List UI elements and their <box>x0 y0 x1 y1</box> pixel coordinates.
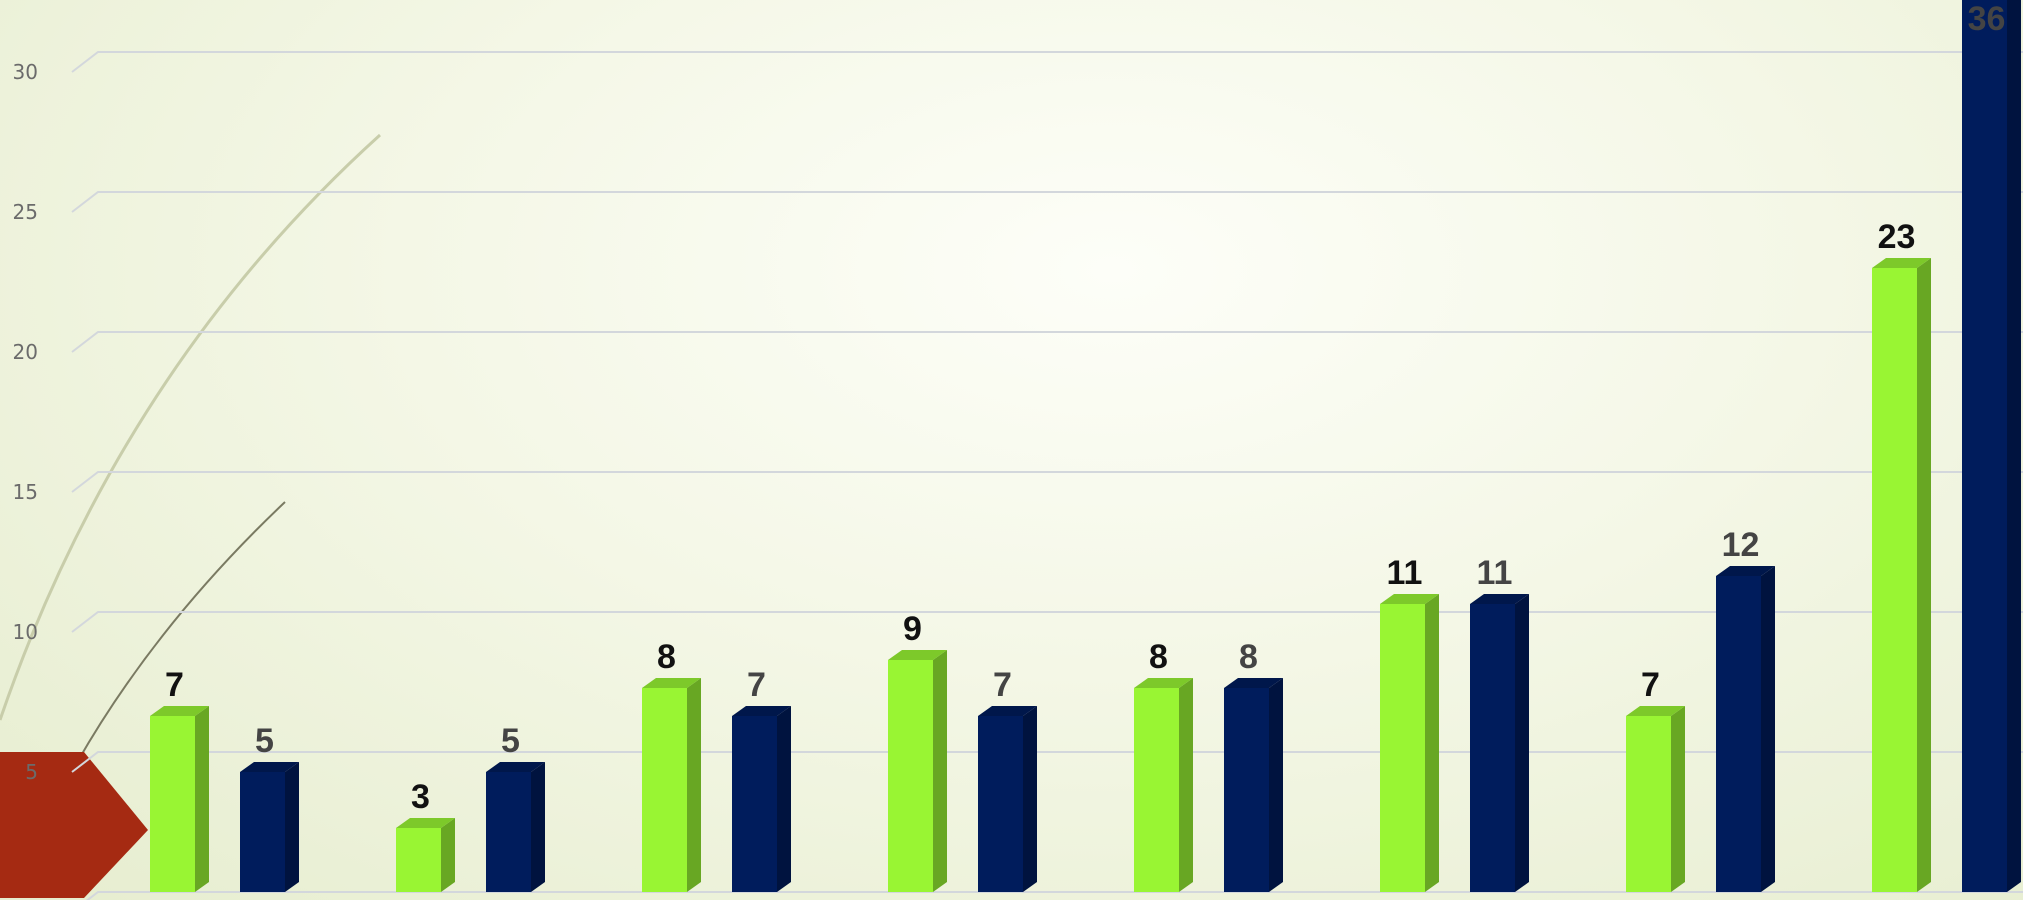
bar-front <box>1872 268 1917 892</box>
bar <box>150 706 209 892</box>
bar-side <box>1269 678 1283 892</box>
bar-side <box>195 706 209 892</box>
y-axis-ticks: 051015202530 <box>13 60 38 784</box>
bar-top <box>396 818 455 828</box>
bar <box>1380 594 1439 892</box>
data-label: 23 <box>1878 218 1916 256</box>
bar-top <box>642 678 701 688</box>
bar-side <box>777 706 791 892</box>
bar-front <box>1470 604 1515 892</box>
gridline <box>85 891 2023 900</box>
decorative-red-chevron <box>0 752 148 898</box>
data-label: 7 <box>747 666 766 704</box>
bar-top <box>978 706 1037 716</box>
data-label: 8 <box>1239 638 1258 676</box>
bar-side <box>285 762 299 892</box>
bar-front <box>1716 576 1761 892</box>
bar-front <box>1380 604 1425 892</box>
bar-side <box>1023 706 1037 892</box>
bar-side <box>1515 594 1529 892</box>
data-label: 3 <box>411 778 430 816</box>
data-label: 5 <box>501 722 520 760</box>
data-label: 11 <box>1477 554 1513 592</box>
bar-top <box>240 762 299 772</box>
bar-top <box>732 706 791 716</box>
data-label: 7 <box>1641 666 1660 704</box>
y-tick-label: 20 <box>13 340 38 364</box>
bar-top <box>1224 678 1283 688</box>
gridline <box>71 471 2023 493</box>
data-label: 7 <box>165 666 184 704</box>
y-tick-label: 30 <box>13 60 38 84</box>
bar-side <box>1761 566 1775 892</box>
bar-front <box>1134 688 1179 892</box>
bar-top <box>150 706 209 716</box>
y-tick-label: 5 <box>25 760 38 784</box>
bar-front <box>486 772 531 892</box>
bar <box>978 706 1037 892</box>
bar <box>1470 594 1529 892</box>
bar-side <box>1425 594 1439 892</box>
bar-front <box>1224 688 1269 892</box>
bar <box>396 818 455 892</box>
bar-top <box>888 650 947 660</box>
bars <box>150 0 2021 892</box>
bar-top <box>486 762 545 772</box>
bar-front <box>396 828 441 892</box>
bar-side <box>933 650 947 892</box>
y-tick-label: 25 <box>13 200 38 224</box>
bar <box>1962 0 2021 892</box>
bar <box>642 678 701 892</box>
data-label: 36 <box>1968 0 2006 38</box>
bar-top <box>1380 594 1439 604</box>
bar-front <box>732 716 777 892</box>
bar-front <box>1962 0 2007 892</box>
bar-top <box>1872 258 1931 268</box>
gridline <box>71 331 2023 353</box>
bar-side <box>687 678 701 892</box>
data-label: 11 <box>1387 554 1423 592</box>
bar-top <box>1626 706 1685 716</box>
data-label: 5 <box>255 722 274 760</box>
bar <box>732 706 791 892</box>
bar <box>888 650 947 892</box>
data-label: 7 <box>993 666 1012 704</box>
bar <box>1626 706 1685 892</box>
decorative-curve-outer <box>0 133 382 721</box>
bar-top <box>1716 566 1775 576</box>
bar-side <box>1179 678 1193 892</box>
bar <box>1224 678 1283 892</box>
bar-front <box>888 660 933 892</box>
slide-decoration <box>0 133 382 898</box>
bar <box>1872 258 1931 892</box>
gridline <box>71 51 2023 73</box>
y-tick-label: 10 <box>13 620 38 644</box>
data-label: 12 <box>1722 526 1760 564</box>
data-labels: 7 3 8 9 8 11 7 23 5 5 7 7 8 11 12 36 <box>165 0 2005 816</box>
bar <box>240 762 299 892</box>
bar-side <box>2007 0 2021 892</box>
bar-top <box>1134 678 1193 688</box>
data-label: 9 <box>903 610 922 648</box>
bar-side <box>441 818 455 892</box>
bar-front <box>1626 716 1671 892</box>
data-label: 8 <box>657 638 676 676</box>
bar-top <box>1470 594 1529 604</box>
bar-front <box>240 772 285 892</box>
bar-side <box>531 762 545 892</box>
bar-front <box>978 716 1023 892</box>
y-tick-label: 15 <box>13 480 38 504</box>
bar <box>1716 566 1775 892</box>
data-label: 8 <box>1149 638 1168 676</box>
bar <box>486 762 545 892</box>
bar-side <box>1671 706 1685 892</box>
bar-side <box>1917 258 1931 892</box>
gridline <box>71 191 2023 213</box>
bar <box>1134 678 1193 892</box>
decorative-curve-inner <box>69 501 286 776</box>
bar-front <box>642 688 687 892</box>
bar-front <box>150 716 195 892</box>
